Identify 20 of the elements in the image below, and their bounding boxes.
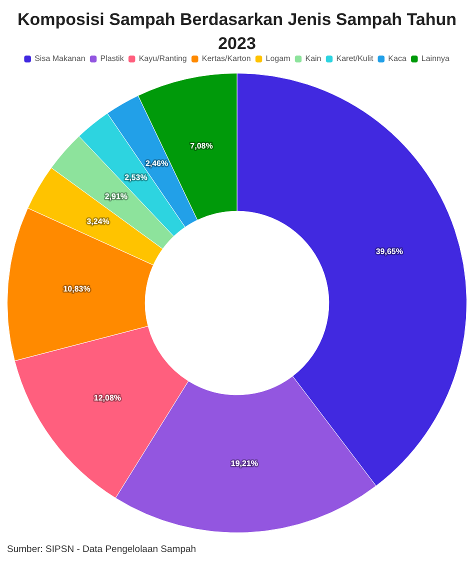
data-label: 2,53% [124, 173, 148, 182]
legend-label: Lainnya [421, 54, 450, 64]
legend-label: Logam [266, 54, 291, 64]
legend-label: Kain [305, 54, 322, 64]
legend-label: Kayu/Ranting [138, 54, 187, 64]
data-label: 10,83% [63, 284, 90, 294]
data-label: 7,08% [190, 141, 213, 150]
data-label: 2,46% [145, 158, 168, 168]
data-label: 3,24% [86, 217, 110, 226]
legend-label: Kertas/Karton [202, 54, 251, 64]
legend-label: Plastik [100, 54, 125, 64]
chart-title: Komposisi Sampah Berdasarkan Jenis Sampah Tahun 2023 [16, 9, 458, 55]
legend-label: Sisa Makanan [34, 54, 86, 64]
data-label: 2,91% [104, 192, 128, 202]
legend-label: Kaca [388, 54, 407, 64]
text: Sumber: SIPSN - Data Pengelolaan Sampah [7, 544, 196, 555]
data-label: 19,21% [230, 458, 258, 468]
legend-label: Karet/Kulit [336, 54, 374, 64]
data-label: 12,08% [94, 393, 122, 402]
data-label: 39,65% [376, 246, 403, 256]
